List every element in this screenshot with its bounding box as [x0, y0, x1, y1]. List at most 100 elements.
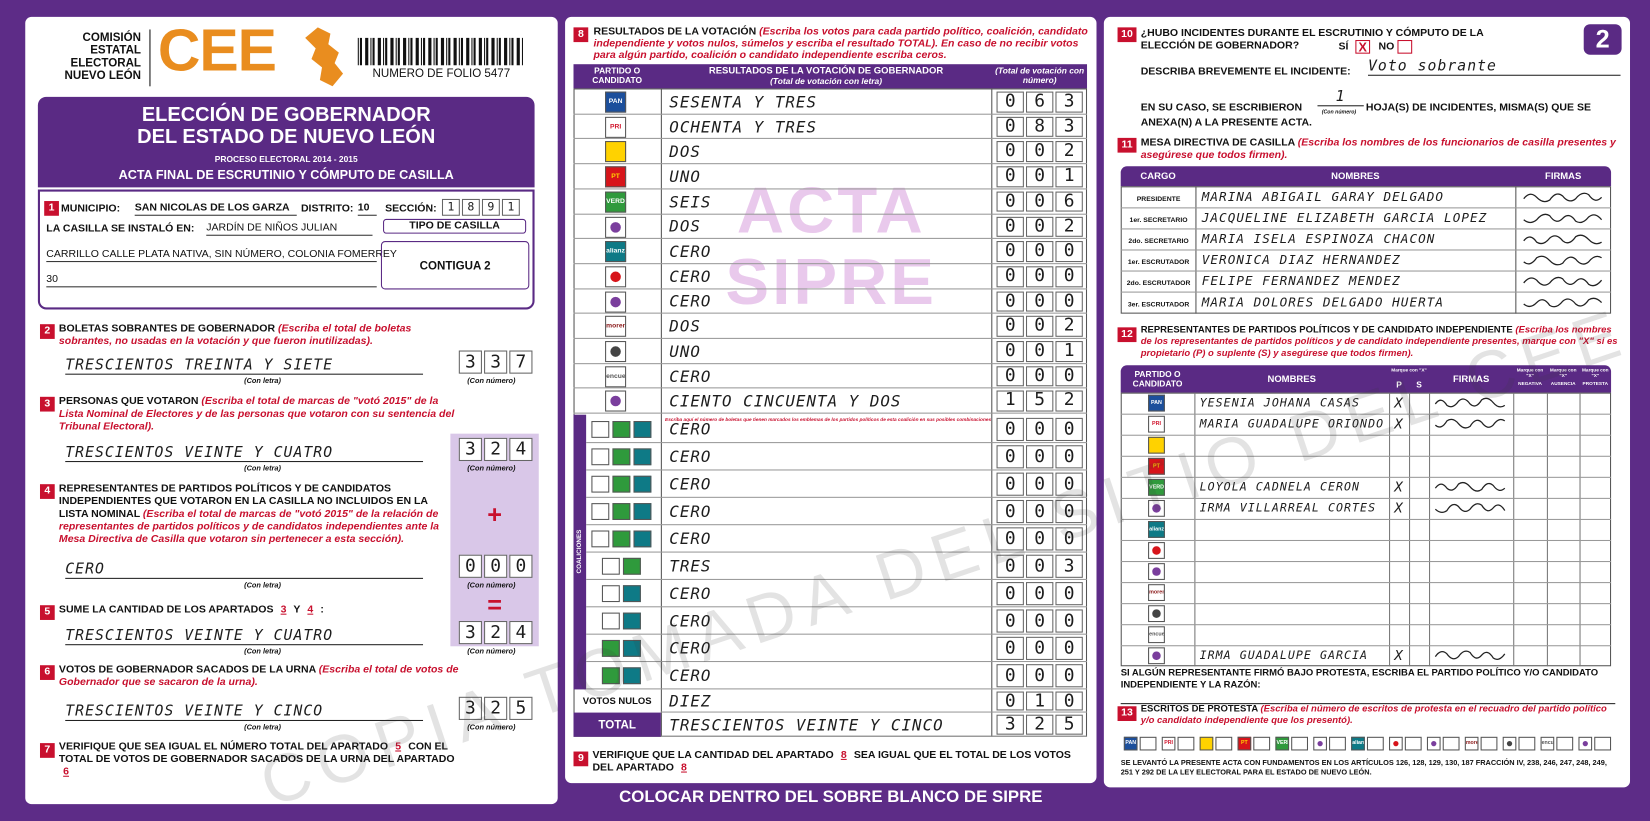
barcode-bar [521, 37, 523, 66]
logo-emblem [1152, 567, 1161, 576]
party-logo: encuentro [605, 365, 627, 388]
digit-box: 1 [501, 198, 520, 216]
party-logo: morena [1464, 736, 1479, 751]
digit-box: 2 [484, 437, 508, 462]
party-logo: PRI [605, 116, 627, 138]
result-letters: CERO [669, 638, 712, 658]
instruction: (Escriba los votos para cada partido pol… [593, 26, 1088, 50]
section-text: PERSONAS QUE VOTARON (Escriba el total d… [59, 396, 459, 434]
result-letters: CERO [669, 447, 712, 467]
plus-sign: + [487, 501, 502, 530]
legal-note: SE LEVANTÓ LA PRESENTE ACTA CON FUNDAMEN… [1121, 759, 1616, 778]
official-name: VERONICA DIAZ HERNANDEZ [1201, 252, 1401, 268]
party-logo [605, 390, 627, 412]
official-name: JACQUELINE ELIZABETH GARCIA LOPEZ [1201, 210, 1488, 226]
org-name: COMISIÓN [82, 31, 142, 45]
rule [586, 469, 661, 471]
null-label: VOTOS NULOS [582, 695, 652, 707]
instruction: (Escriba el total de votos de Gobernador… [58, 664, 459, 689]
distrito: 10 [357, 202, 377, 216]
total-cell [573, 712, 661, 737]
digit-box: 3 [458, 350, 482, 374]
barcode-bar [428, 37, 432, 66]
coalition-emblem [601, 612, 620, 630]
signature-stroke [1434, 397, 1506, 408]
party-logo [1148, 605, 1165, 623]
digit-box: 0 [996, 609, 1024, 633]
logo-emblem [1430, 740, 1437, 747]
section-ref: 8 [681, 762, 687, 774]
result-letters: CERO [669, 267, 712, 287]
party-logo [1313, 736, 1327, 751]
barcode-bar [397, 37, 400, 66]
digit-box: 0 [1055, 527, 1083, 551]
column-header: NEGATIVA [1518, 381, 1542, 387]
digit-box: 3 [1055, 91, 1083, 113]
caption: (Con número) [467, 582, 516, 590]
logo-emblem [1203, 740, 1210, 747]
label: DESCRIBA BREVEMENTE EL INCIDENTE: [1140, 66, 1351, 78]
rule [660, 442, 1088, 444]
digit-box: 0 [1025, 166, 1054, 188]
legal-text: SE LEVANTÓ LA PRESENTE ACTA CON FUNDAMEN… [1120, 759, 1607, 777]
doc-title: ELECCIÓN DE GOBERNADOR [141, 104, 431, 127]
coalition-emblem [591, 421, 610, 438]
signature-stroke [1523, 234, 1602, 245]
digit-box: 8 [1025, 116, 1054, 138]
party-logo: PAN [605, 91, 627, 113]
rule [573, 263, 661, 265]
rule [1120, 624, 1612, 626]
signature [1523, 276, 1603, 287]
column-header: FIRMAS [1545, 170, 1582, 182]
sheet-number: 2 [1583, 24, 1622, 55]
protest-count-box [1139, 736, 1157, 751]
barcode-bar [460, 37, 464, 66]
digit-box: 0 [1025, 365, 1054, 387]
coalition-emblem [622, 585, 641, 603]
label: EN SU CASO, SE ESCRIBIERON [1140, 102, 1303, 114]
sum-column [450, 433, 539, 647]
digit-box: 2 [484, 696, 508, 720]
coalition-emblem [591, 448, 610, 466]
barcode-bar [408, 37, 410, 66]
column-header: (Total de votación con letra) [770, 76, 883, 87]
section-number: 13 [1117, 706, 1137, 722]
column-header: (Total de votación con número) [995, 66, 1085, 86]
result-letters: DOS [669, 316, 701, 336]
digit-box: 0 [996, 116, 1024, 138]
barcode-bar [357, 37, 359, 66]
party-logo: VERDE [1275, 736, 1290, 751]
rule [573, 113, 661, 115]
logo-emblem [610, 396, 621, 407]
digit-box: 2 [1055, 316, 1083, 337]
representative-name: LOYOLA CADNELA CERON [1199, 479, 1361, 494]
barcode-bar [466, 37, 470, 66]
result-letters: DOS [669, 217, 701, 237]
party-logo [605, 341, 627, 363]
digit-box: 0 [996, 499, 1024, 524]
column-header: FIRMAS [1452, 373, 1490, 385]
digit-box: 0 [996, 191, 1024, 213]
section-text: MESA DIRECTIVA DE CASILLA (Escriba los n… [1141, 137, 1620, 162]
digit-box: 8 [461, 198, 480, 216]
section-number: 8 [573, 27, 589, 43]
municipio: SAN NICOLAS DE LOS GARZA [134, 202, 297, 216]
digit-box: 0 [1025, 527, 1054, 551]
digit-box: 0 [1055, 664, 1083, 688]
amount-letters: TRESCIENTOS VEINTE Y CINCO [65, 703, 424, 722]
coalition-emblem [633, 530, 652, 548]
coalition-emblem [633, 475, 652, 493]
instruction: (Escriba los nombres de los representant… [1140, 324, 1618, 358]
party-logo: PRI [1148, 415, 1165, 433]
coalition-emblem [633, 503, 652, 520]
logo-emblem [610, 271, 621, 282]
digit-box: 0 [458, 554, 482, 578]
rule [991, 88, 993, 737]
section-ref: 5 [395, 741, 402, 753]
logo-emblem [610, 146, 621, 158]
coalition-emblem [601, 639, 620, 657]
caption: (Con letra) [244, 648, 281, 656]
digit-box: 0 [996, 341, 1024, 362]
column-header: PROTESTA [1582, 381, 1608, 387]
owner-mark: X [1394, 395, 1404, 412]
